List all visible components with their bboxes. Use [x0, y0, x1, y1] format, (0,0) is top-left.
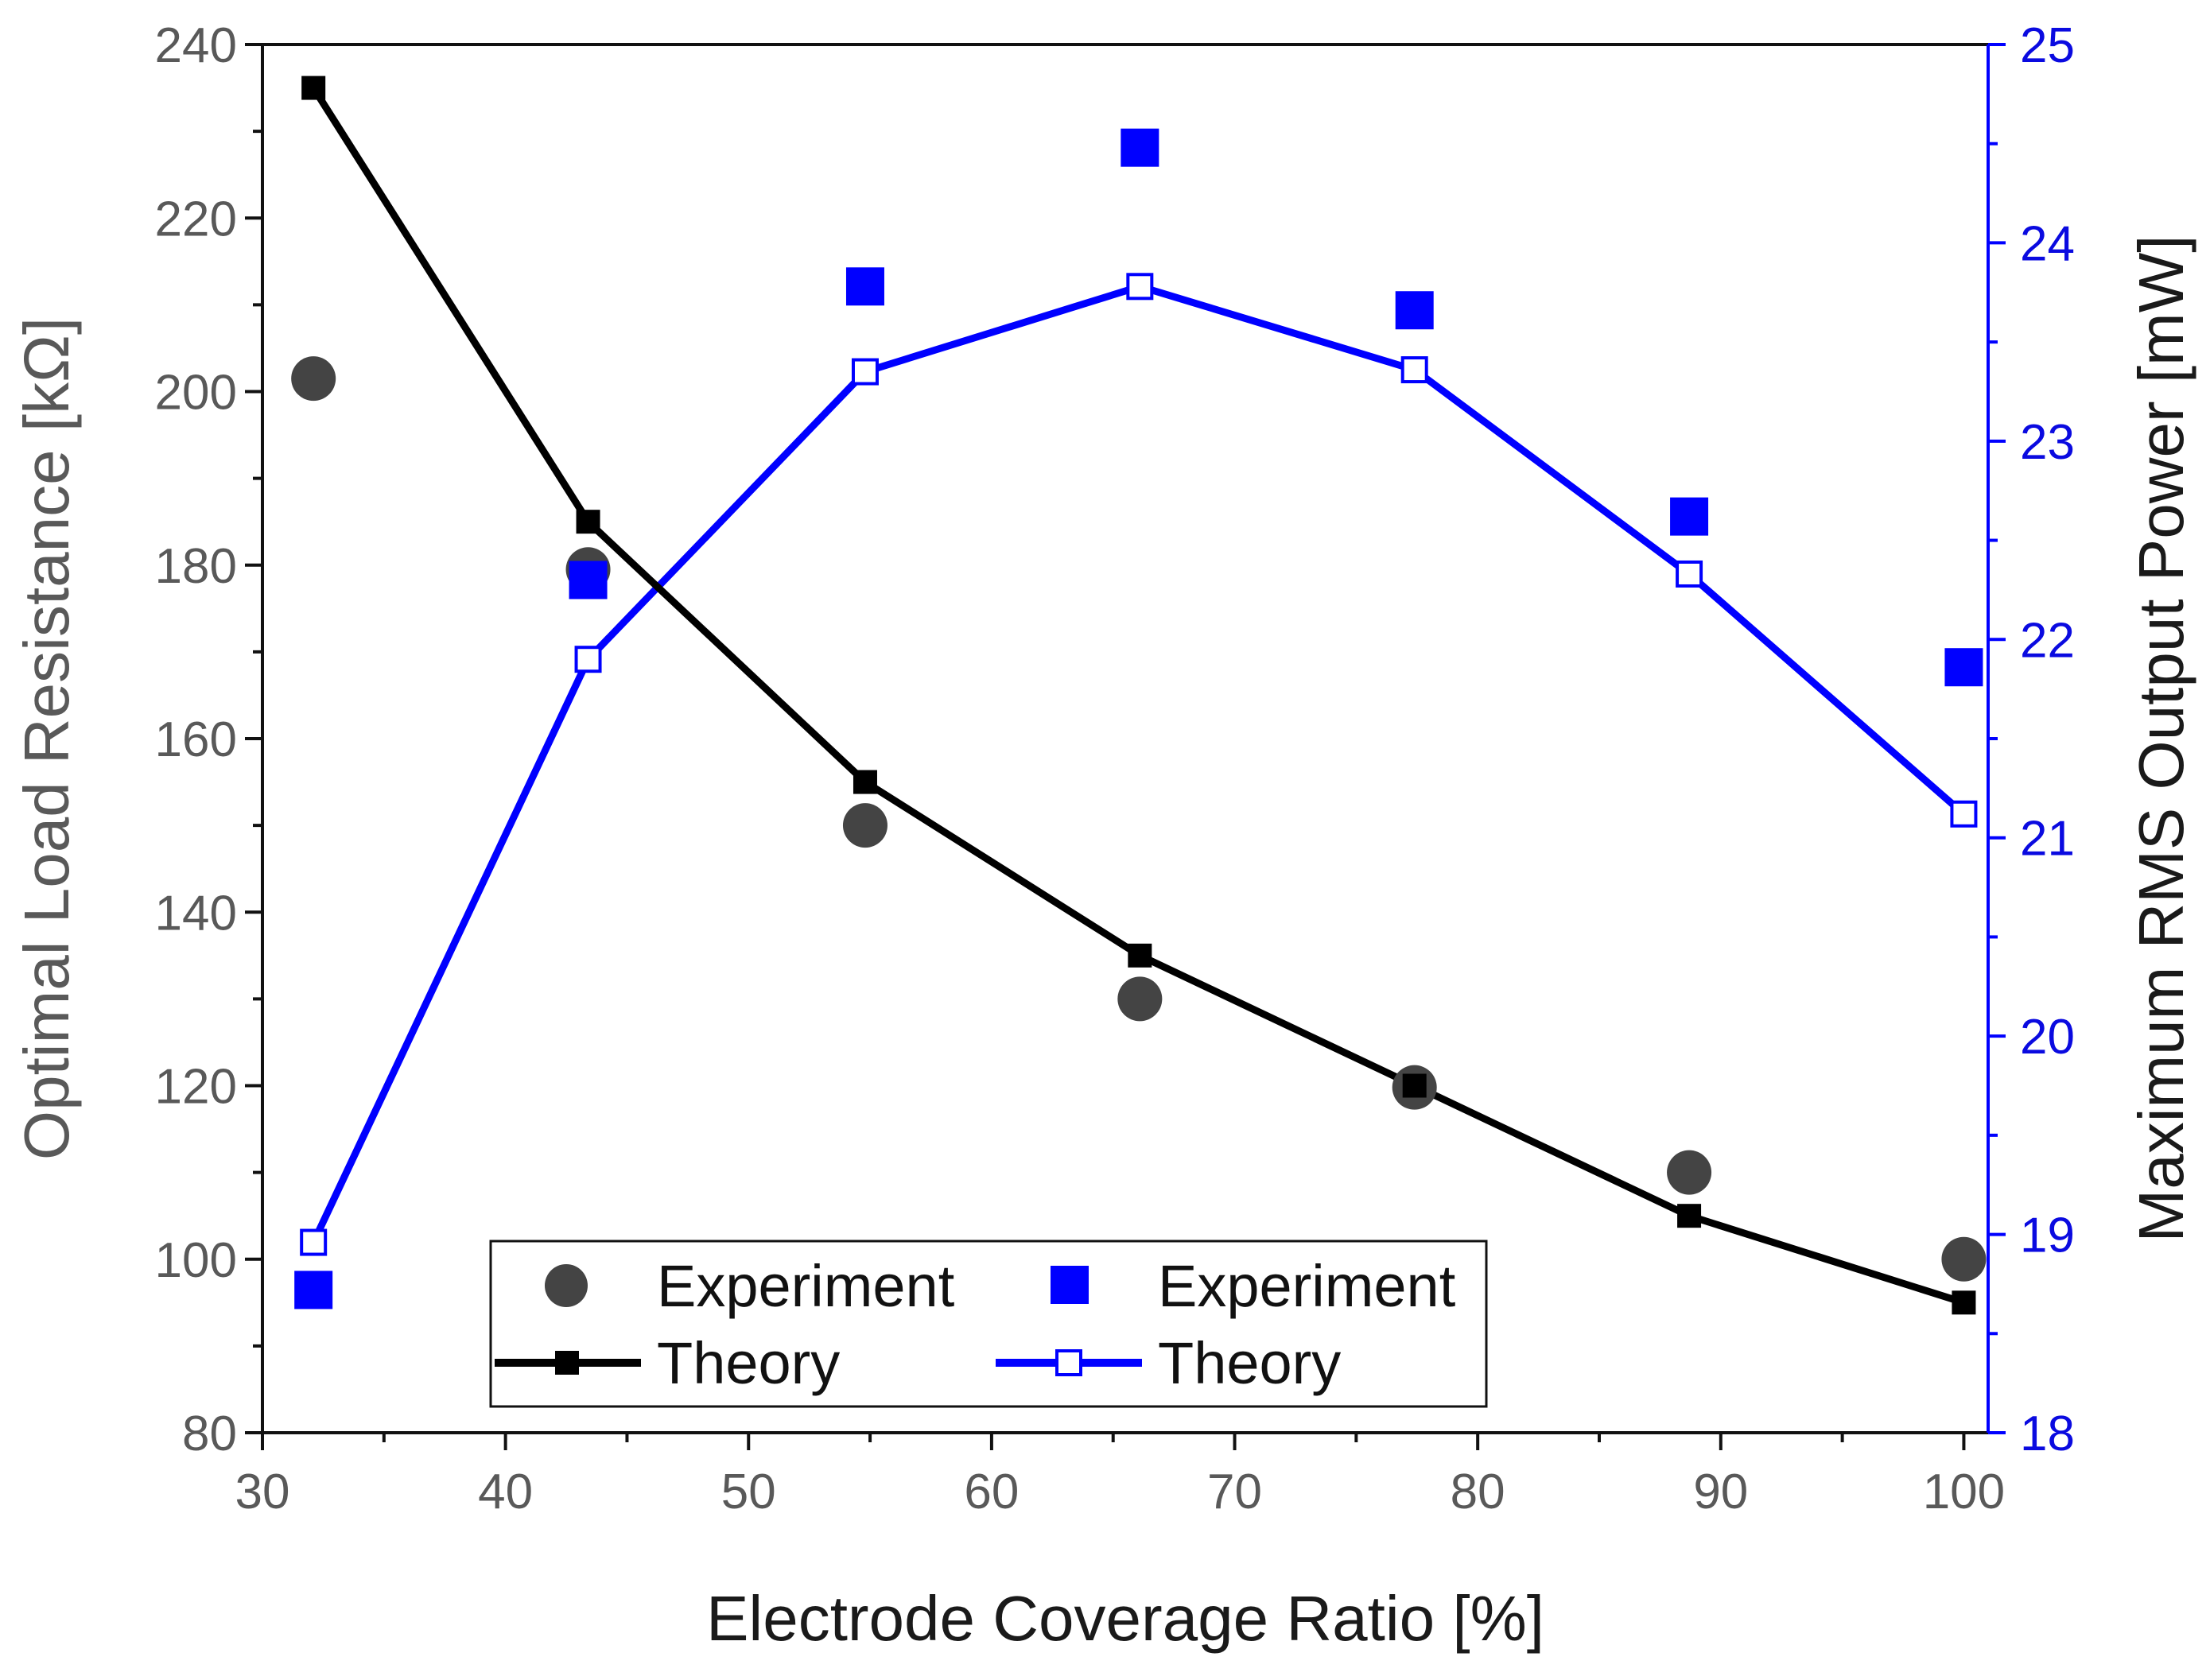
x-tick-label: 60 — [964, 1465, 1019, 1519]
power-theory-point — [574, 646, 602, 673]
resistance-theory-point — [301, 76, 326, 100]
power-experiment-point — [845, 267, 884, 306]
resistance-theory-point — [1128, 943, 1152, 968]
power-experiment-point — [1670, 497, 1709, 536]
y-right-axis-title: Maximum RMS Output Power [mW] — [2126, 235, 2196, 1243]
legend-label-power-theory: Theory — [1158, 1330, 1341, 1396]
legend-label-resistance-theory: Theory — [657, 1330, 840, 1396]
legend-marker-resistance-experiment — [545, 1264, 588, 1307]
x-tick-label: 70 — [1207, 1465, 1262, 1519]
y-left-tick-label: 160 — [155, 712, 237, 767]
resistance-experiment-point — [1667, 1150, 1712, 1195]
legend-marker-resistance-theory — [555, 1351, 579, 1375]
y-right-tick-label: 22 — [2020, 613, 2075, 668]
power-experiment-point — [1395, 291, 1434, 330]
legend-label-power-experiment: Experiment — [1158, 1253, 1456, 1319]
power-theory-point — [300, 1228, 328, 1256]
y-left-tick-label: 180 — [155, 539, 237, 594]
x-tick-label: 90 — [1693, 1465, 1748, 1519]
power-experiment-point — [294, 1271, 333, 1309]
resistance-experiment-point — [1941, 1236, 1987, 1282]
legend-marker-power-experiment — [1051, 1266, 1089, 1304]
resistance-experiment-point — [291, 356, 336, 402]
y-right-tick-label: 20 — [2020, 1010, 2075, 1065]
legend-marker-power-theory — [1055, 1349, 1082, 1376]
y-left-tick-label: 140 — [155, 886, 237, 941]
x-tick-label: 50 — [721, 1465, 776, 1519]
legend-box — [489, 1240, 1488, 1408]
resistance-experiment-point — [1117, 976, 1163, 1022]
y-left-axis-title: Optimal Load Resistance [kΩ] — [11, 317, 82, 1160]
power-theory-point — [1126, 273, 1154, 301]
power-experiment-point — [1944, 648, 1983, 687]
legend: Experiment Experiment Theory Theory — [489, 1240, 1488, 1408]
power-theory-point — [1676, 560, 1703, 588]
x-tick-label: 80 — [1451, 1465, 1505, 1519]
y-left-tick-label: 220 — [155, 192, 237, 246]
x-tick-label: 30 — [235, 1465, 290, 1519]
power-experiment-point — [569, 561, 608, 599]
power-theory-point — [1950, 800, 1978, 828]
ticks-layer: 30 40 50 60 70 80 90 100 80 100 120 140 160 180 200 220… — [155, 18, 2075, 1519]
y-left-tick-label: 80 — [182, 1406, 237, 1461]
resistance-theory-point — [1677, 1204, 1702, 1228]
y-left-tick-label: 100 — [155, 1233, 237, 1288]
x-tick-label: 40 — [478, 1465, 533, 1519]
power-theory-point — [1400, 356, 1428, 384]
legend-label-resistance-experiment: Experiment — [657, 1253, 955, 1319]
y-right-tick-label: 24 — [2020, 216, 2075, 271]
power-experiment-point — [1121, 128, 1159, 167]
y-right-tick-label: 23 — [2020, 415, 2075, 470]
resistance-theory-point — [1402, 1073, 1427, 1098]
y-right-tick-label: 18 — [2020, 1406, 2075, 1461]
y-right-tick-label: 25 — [2020, 18, 2075, 73]
y-right-tick-label: 19 — [2020, 1209, 2075, 1263]
power-theory-point — [851, 358, 879, 386]
resistance-theory-point — [576, 510, 600, 534]
resistance-theory-point — [1952, 1290, 1976, 1315]
y-left-tick-label: 240 — [155, 18, 237, 73]
x-axis-title: Electrode Coverage Ratio [%] — [706, 1583, 1544, 1654]
y-right-tick-label: 21 — [2020, 812, 2075, 867]
axes-layer — [261, 43, 1990, 1434]
series-layer — [291, 76, 1987, 1315]
y-left-tick-label: 200 — [155, 366, 237, 421]
y-left-tick-label: 120 — [155, 1060, 237, 1115]
resistance-experiment-point — [842, 803, 887, 848]
x-tick-label: 100 — [1923, 1465, 2005, 1519]
resistance-theory-point — [853, 770, 877, 794]
